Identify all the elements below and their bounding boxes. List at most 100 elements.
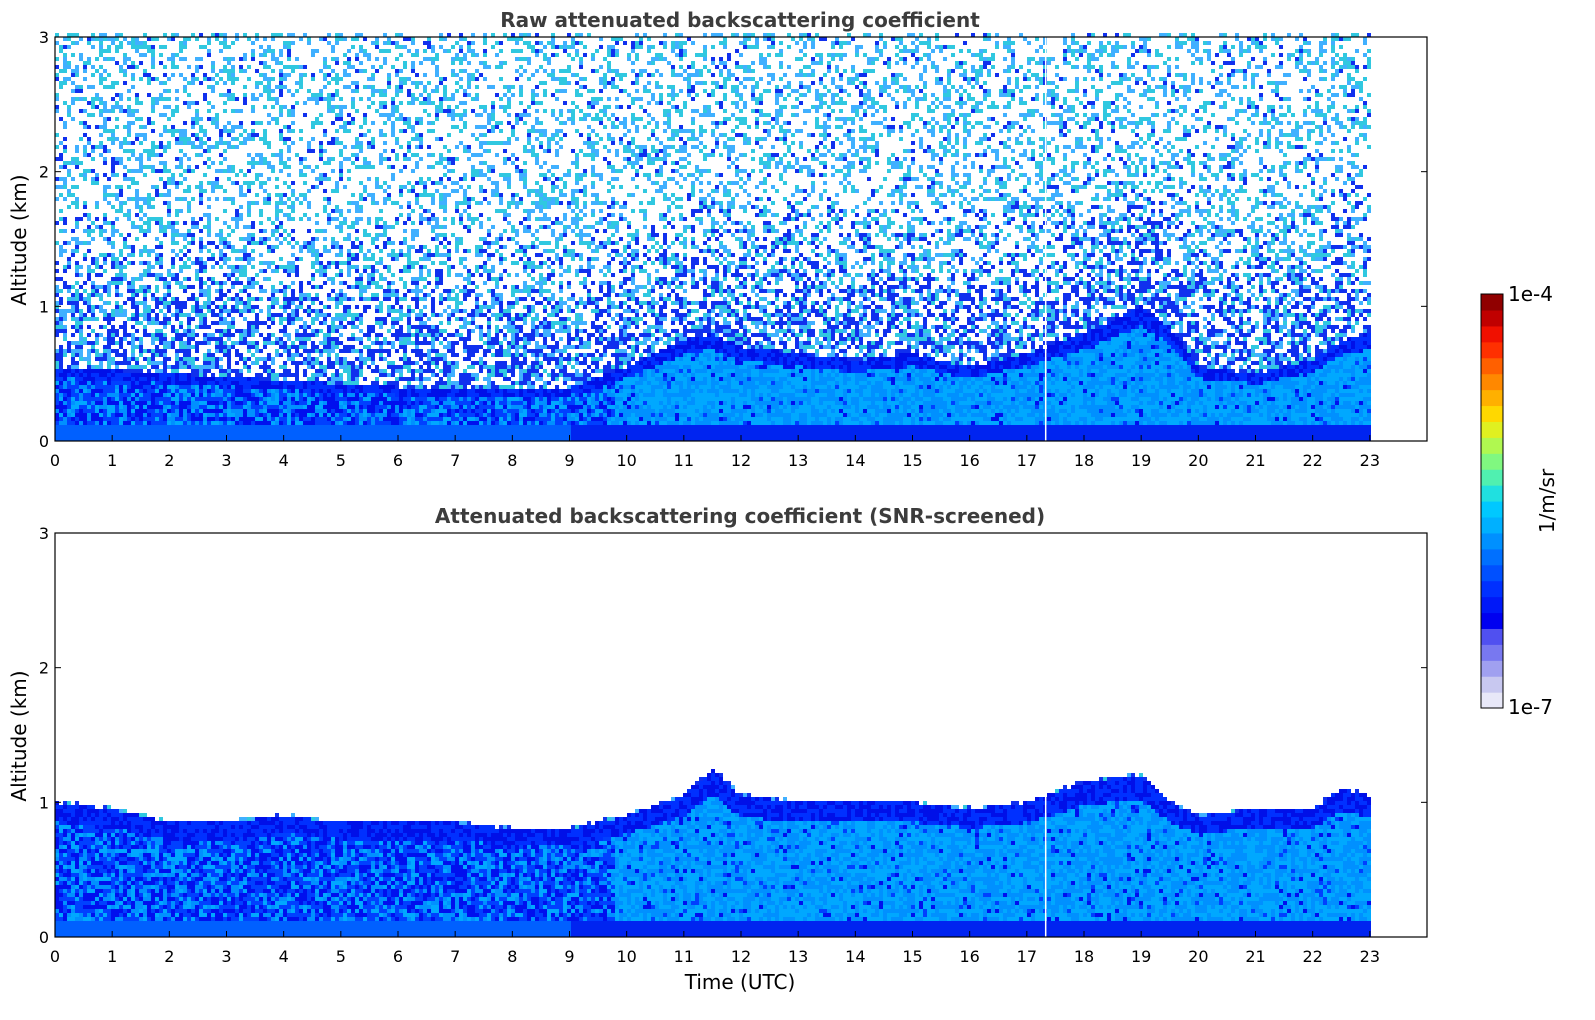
heatmap-cell: [183, 89, 187, 93]
heatmap-cell: [199, 433, 203, 437]
heatmap-cell: [391, 149, 395, 153]
heatmap-cell: [87, 101, 91, 105]
heatmap-cell: [419, 217, 423, 221]
heatmap-cell: [271, 401, 275, 405]
heatmap-cell: [391, 333, 395, 337]
heatmap-cell: [267, 217, 271, 221]
heatmap-cell: [403, 65, 407, 69]
heatmap-cell: [171, 265, 175, 269]
heatmap-cell: [267, 161, 271, 165]
heatmap-cell: [339, 221, 343, 225]
heatmap-cell: [155, 221, 159, 225]
heatmap-cell: [423, 425, 427, 429]
heatmap-cell: [239, 57, 243, 61]
heatmap-cell: [259, 389, 263, 393]
heatmap-cell: [239, 373, 243, 377]
heatmap-cell: [131, 385, 135, 389]
heatmap-cell: [215, 245, 219, 249]
heatmap-cell: [243, 337, 247, 341]
heatmap-cell: [287, 89, 291, 93]
heatmap-cell: [103, 49, 107, 53]
heatmap-cell: [283, 289, 287, 293]
heatmap-cell: [419, 385, 423, 389]
heatmap-cell: [71, 397, 75, 401]
heatmap-cell: [203, 389, 207, 393]
heatmap-cell: [187, 421, 191, 425]
heatmap-cell: [223, 253, 227, 257]
heatmap-cell: [399, 205, 403, 209]
heatmap-cell: [83, 413, 87, 417]
heatmap-cell: [291, 293, 295, 297]
heatmap-cell: [75, 365, 79, 369]
heatmap-cell: [259, 365, 263, 369]
heatmap-cell: [399, 45, 403, 49]
heatmap-cell: [411, 397, 415, 401]
heatmap-cell: [183, 101, 187, 105]
heatmap-cell: [191, 233, 195, 237]
heatmap-cell: [287, 381, 291, 385]
heatmap-cell: [75, 393, 79, 397]
heatmap-cell: [367, 425, 371, 429]
heatmap-cell: [267, 389, 271, 393]
heatmap-cell: [379, 257, 383, 261]
heatmap-cell: [155, 433, 159, 437]
heatmap-cell: [175, 313, 179, 317]
heatmap-cell: [123, 413, 127, 417]
heatmap-cell: [343, 221, 347, 225]
heatmap-cell: [375, 233, 379, 237]
heatmap-cell: [323, 129, 327, 133]
heatmap-cell: [239, 409, 243, 413]
heatmap-cell: [279, 197, 283, 201]
heatmap-cell: [115, 301, 119, 305]
heatmap-cell: [275, 97, 279, 101]
heatmap-cell: [119, 313, 123, 317]
heatmap-cell: [207, 377, 211, 381]
heatmap-cell: [243, 417, 247, 421]
heatmap-cell: [131, 289, 135, 293]
heatmap-cell: [355, 377, 359, 381]
heatmap-cell: [359, 405, 363, 409]
heatmap-cell: [99, 385, 103, 389]
heatmap-cell: [103, 229, 107, 233]
heatmap-cell: [367, 221, 371, 225]
heatmap-cell: [75, 245, 79, 249]
heatmap-cell: [419, 137, 423, 141]
heatmap-cell: [287, 269, 291, 273]
heatmap-cell: [107, 417, 111, 421]
heatmap-cell: [363, 85, 367, 89]
heatmap-cell: [103, 129, 107, 133]
heatmap-cell: [231, 305, 235, 309]
heatmap-cell: [423, 193, 427, 197]
heatmap-cell: [63, 145, 67, 149]
heatmap-cell: [179, 281, 183, 285]
heatmap-cell: [119, 405, 123, 409]
heatmap-cell: [391, 41, 395, 45]
heatmap-cell: [215, 341, 219, 345]
heatmap-cell: [255, 81, 259, 85]
heatmap-cell: [131, 253, 135, 257]
heatmap-cell: [399, 117, 403, 121]
heatmap-cell: [131, 301, 135, 305]
heatmap-cell: [299, 81, 303, 85]
heatmap-cell: [83, 373, 87, 377]
heatmap-cell: [211, 77, 215, 81]
heatmap-cell: [103, 405, 107, 409]
heatmap-cell: [119, 353, 123, 357]
heatmap-cell: [231, 425, 235, 429]
heatmap-cell: [363, 121, 367, 125]
heatmap-cell: [279, 385, 283, 389]
heatmap-cell: [219, 421, 223, 425]
heatmap-cell: [391, 165, 395, 169]
heatmap-cell: [75, 241, 79, 245]
heatmap-cell: [287, 393, 291, 397]
heatmap-cell: [171, 257, 175, 261]
heatmap-cell: [327, 93, 331, 97]
heatmap-cell: [307, 409, 311, 413]
heatmap-cell: [387, 85, 391, 89]
heatmap-cell: [227, 225, 231, 229]
heatmap-cell: [279, 405, 283, 409]
heatmap-cell: [343, 349, 347, 353]
heatmap-cell: [419, 297, 423, 301]
heatmap-cell: [191, 77, 195, 81]
heatmap-cell: [107, 337, 111, 341]
